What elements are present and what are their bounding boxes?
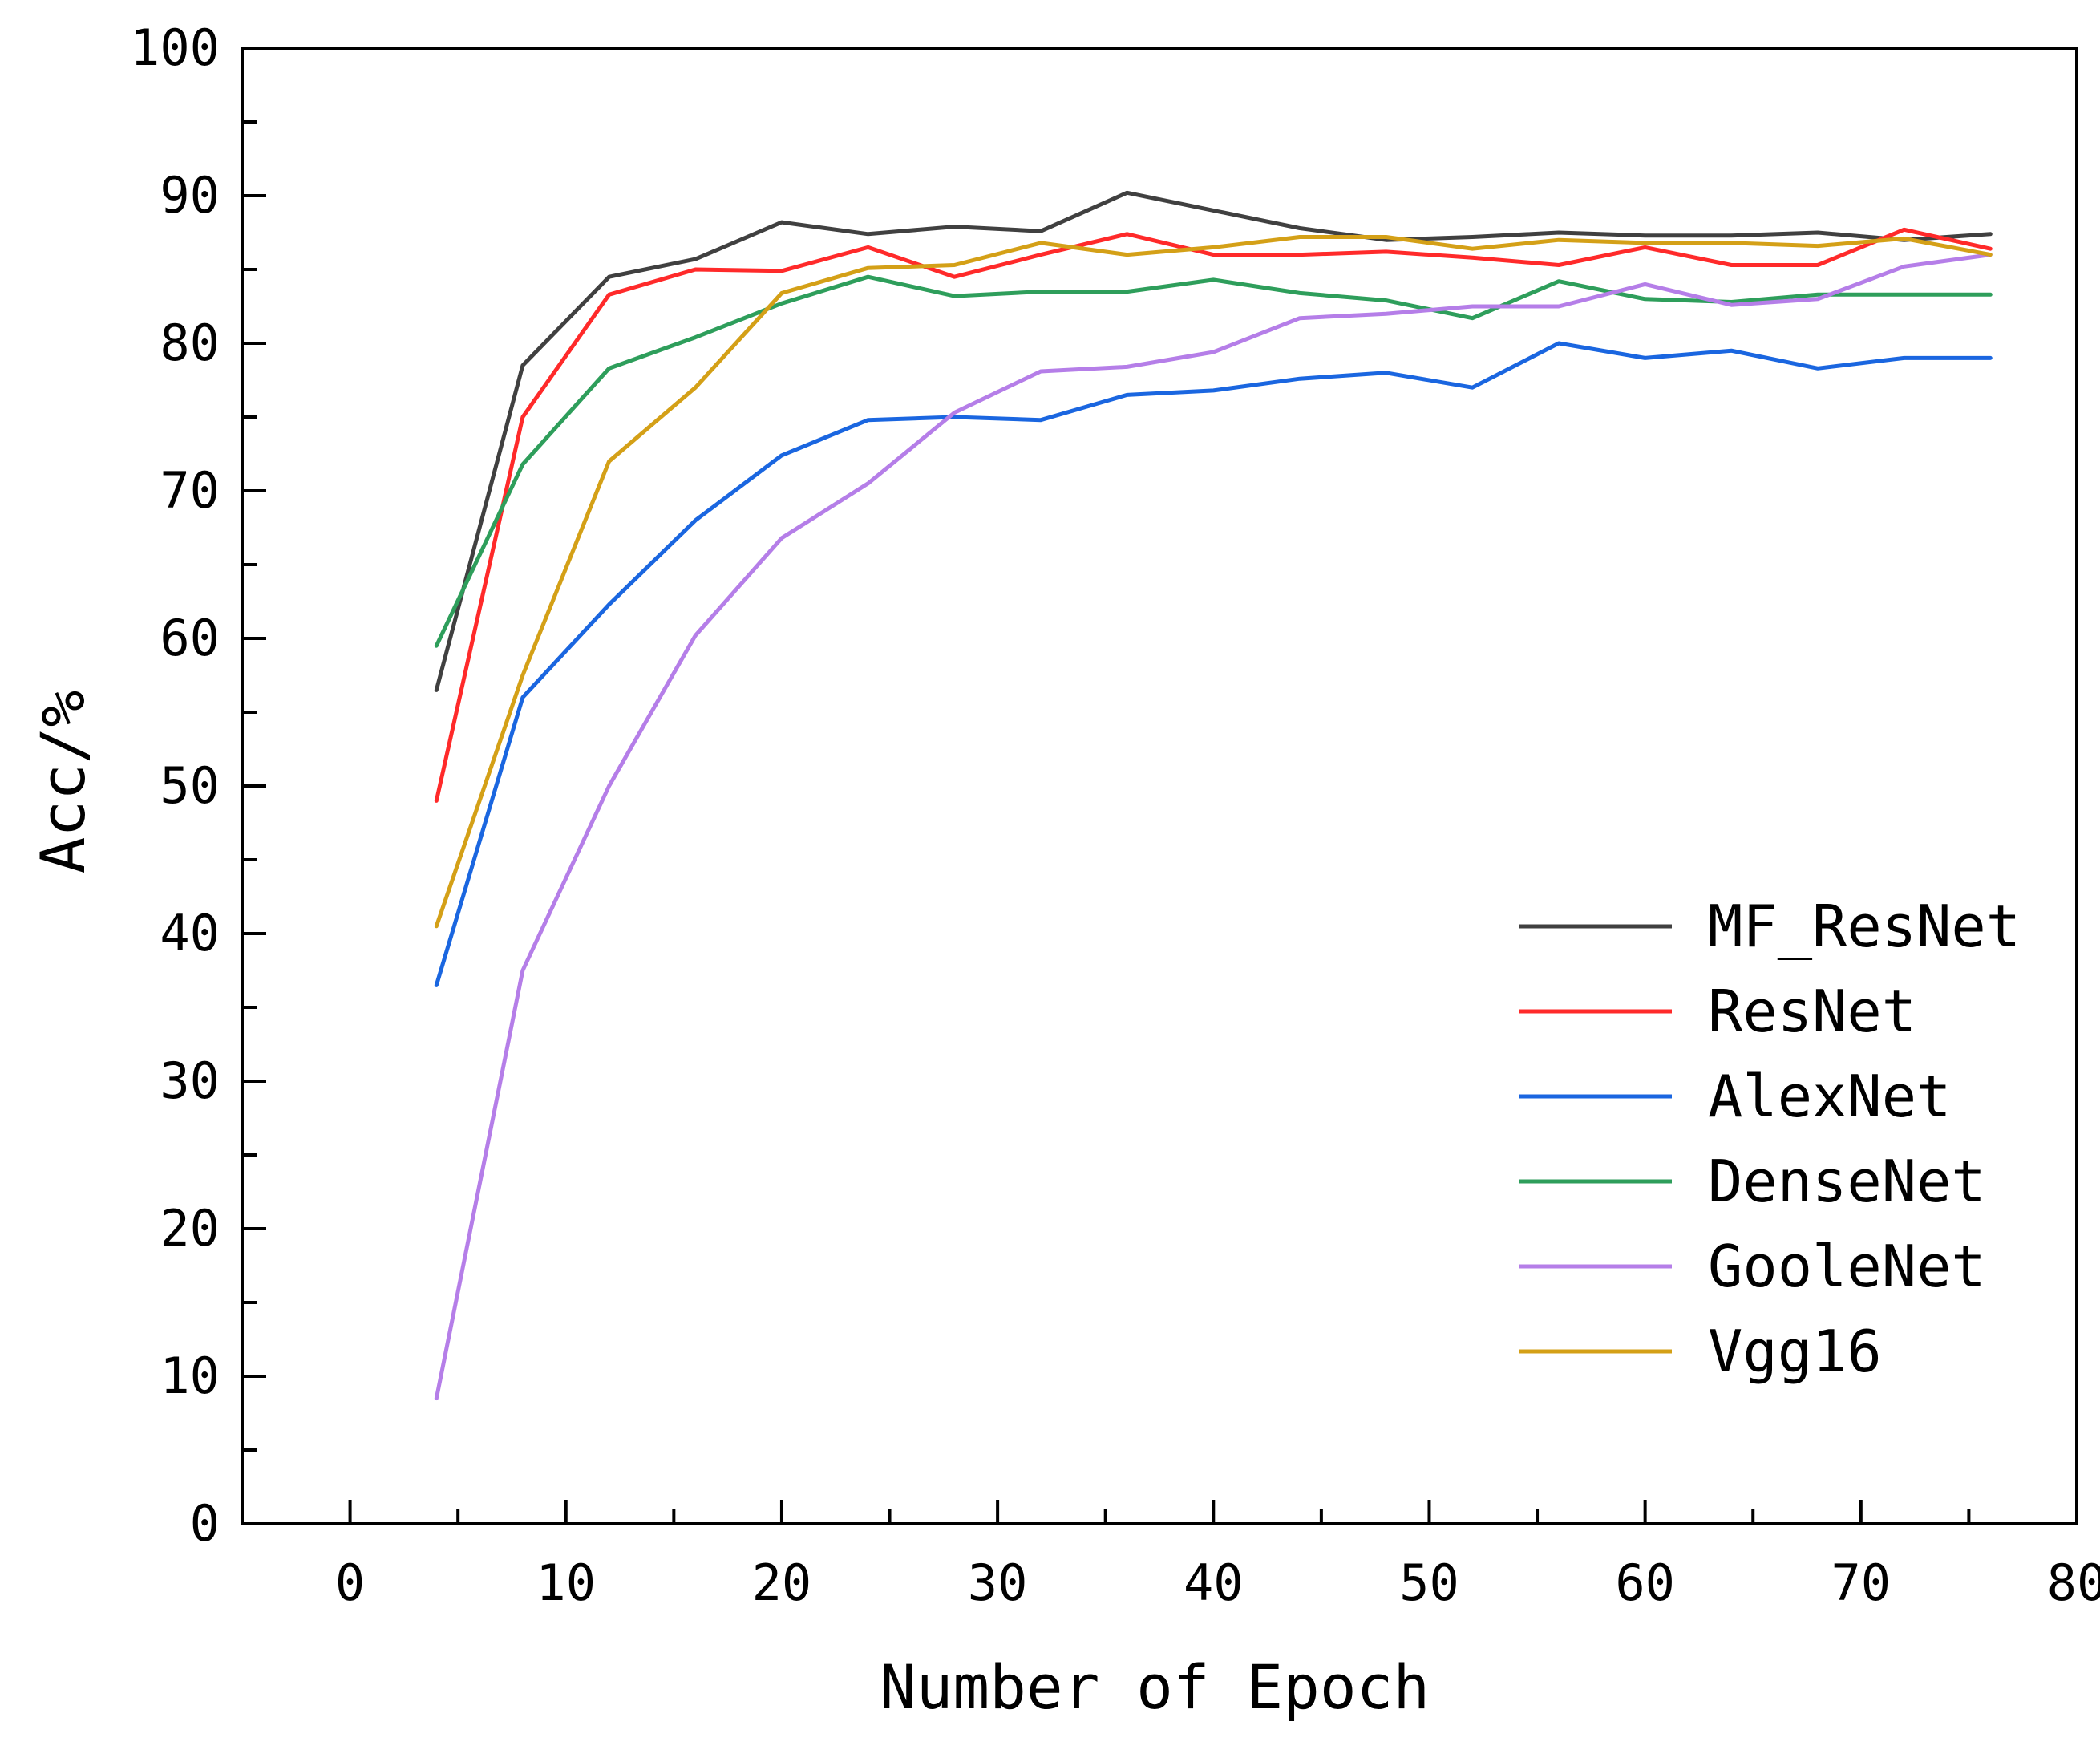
y-tick-label: 10 xyxy=(160,1347,220,1405)
x-tick-label: 20 xyxy=(752,1554,812,1612)
x-tick-label: 0 xyxy=(335,1554,365,1612)
legend-label-mf-resnet: MF_ResNet xyxy=(1708,893,2021,960)
series-line-vgg16 xyxy=(434,235,1993,929)
y-tick-label: 80 xyxy=(160,314,220,372)
y-tick-label: 100 xyxy=(130,18,220,77)
series-line-goolenet xyxy=(434,253,1993,1401)
legend-label-goolenet: GooleNet xyxy=(1708,1233,1986,1300)
x-tick-label: 10 xyxy=(536,1554,596,1612)
legend-label-densenet: DenseNet xyxy=(1708,1148,1986,1215)
series-line-densenet xyxy=(434,274,1993,648)
legend-label-vgg16: Vgg16 xyxy=(1708,1318,1882,1385)
series-line-alexnet xyxy=(434,341,1993,987)
y-tick-label: 0 xyxy=(190,1494,220,1553)
y-tick-label: 50 xyxy=(160,756,220,815)
y-tick-label: 70 xyxy=(160,461,220,520)
legend-label-resnet: ResNet xyxy=(1708,978,1916,1045)
series-line-resnet xyxy=(434,227,1993,803)
series-lines xyxy=(434,190,1993,1401)
y-tick-label: 30 xyxy=(160,1051,220,1110)
axes: 0 10 20 30 40 50 60 70 80 90 100 0 10 20 30 40 50 60 70 80 xyxy=(130,18,2100,1612)
series-line-mf-resnet xyxy=(434,190,1993,692)
x-tick-label: 40 xyxy=(1184,1554,1244,1612)
x-tick-label: 80 xyxy=(2047,1554,2100,1612)
y-tick-label: 20 xyxy=(160,1199,220,1258)
y-tick-label: 60 xyxy=(160,609,220,667)
x-axis-title: Number of Epoch xyxy=(880,1651,1430,1723)
plot-frame xyxy=(241,47,2078,1525)
y-tick-label: 40 xyxy=(160,904,220,962)
y-tick-label: 90 xyxy=(160,166,220,225)
legend: MF_ResNet ResNet AlexNet DenseNet GooleNet Vg… xyxy=(1519,893,2021,1385)
x-tick-label: 30 xyxy=(968,1554,1028,1612)
legend-label-alexnet: AlexNet xyxy=(1708,1063,1951,1130)
y-axis-title: Acc/% xyxy=(27,691,99,874)
x-tick-label: 60 xyxy=(1615,1554,1675,1612)
x-tick-label: 50 xyxy=(1399,1554,1459,1612)
x-tick-label: 70 xyxy=(1831,1554,1891,1612)
